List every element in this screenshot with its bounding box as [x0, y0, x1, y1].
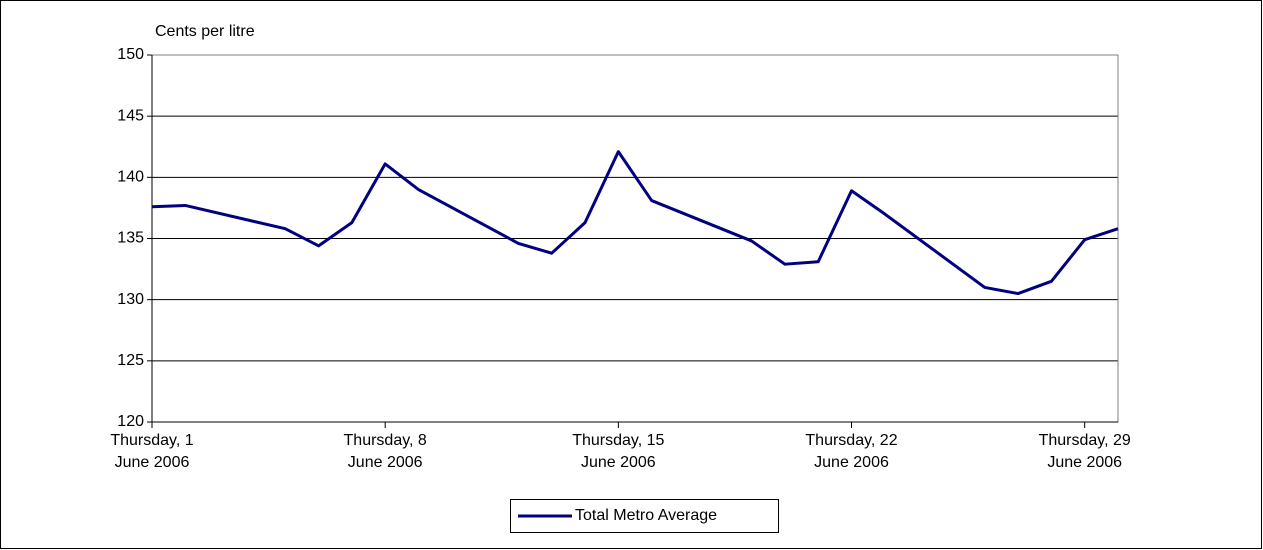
x-tick-label: Thursday, 22 June 2006	[805, 432, 898, 471]
x-tick-label: Thursday, 8 June 2006	[343, 432, 427, 471]
x-tick-label: Thursday, 29 June 2006	[1038, 432, 1131, 471]
y-axis-label: Cents per litre	[155, 23, 255, 40]
y-tick-label: 135	[117, 230, 144, 247]
y-tick-label: 120	[117, 413, 144, 430]
legend-box	[510, 499, 779, 533]
series-line	[151, 150, 1119, 296]
x-tick-label: Thursday, 1 June 2006	[110, 432, 194, 471]
legend-label: Total Metro Average	[575, 507, 717, 524]
y-tick-label: 125	[117, 352, 144, 369]
y-tick-label: 130	[117, 291, 144, 308]
y-tick-label: 145	[117, 107, 144, 124]
x-tick-label: Thursday, 15 June 2006	[572, 432, 665, 471]
y-tick-label: 150	[117, 46, 144, 63]
y-tick-label: 140	[117, 169, 144, 186]
